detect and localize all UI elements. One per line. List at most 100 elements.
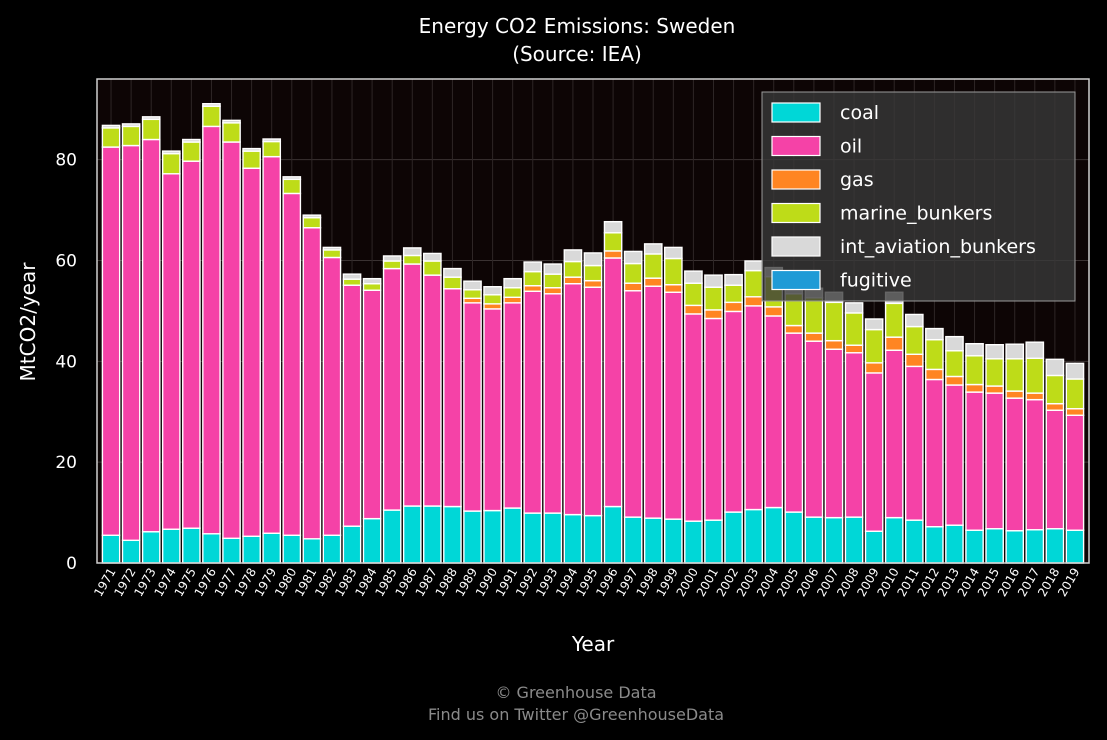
- bar-marine_bunkers-1978: [242, 150, 261, 169]
- bar-oil-1998: [643, 285, 663, 519]
- bar-gas-1995: [583, 279, 603, 288]
- bar-coal-1975: [182, 527, 201, 564]
- bar-gas-2009: [864, 362, 884, 374]
- bar-gas-2016: [1005, 390, 1025, 399]
- bar-oil-1994: [563, 282, 583, 516]
- bar-gas-1992: [523, 285, 543, 292]
- bar-int_aviation_bunkers-1991: [503, 277, 523, 289]
- bar-coal-2006: [804, 516, 824, 564]
- bar-marine_bunkers-1988: [443, 276, 462, 290]
- bar-marine_bunkers-1999: [663, 257, 683, 286]
- bar-oil-1986: [402, 263, 422, 507]
- legend-swatch-gas: [771, 169, 821, 190]
- bar-oil-2003: [744, 305, 763, 511]
- legend-swatch-marine_bunkers: [771, 202, 821, 224]
- bar-coal-1997: [623, 516, 643, 564]
- bar-coal-2016: [1005, 530, 1025, 564]
- bar-oil-2004: [764, 315, 784, 509]
- bar-marine_bunkers-2017: [1025, 357, 1045, 394]
- bar-coal-1996: [603, 505, 623, 564]
- bar-coal-2017: [1025, 529, 1045, 564]
- bar-oil-1982: [322, 256, 342, 536]
- bar-int_aviation_bunkers-1978: [242, 147, 261, 152]
- bar-gas-2000: [684, 304, 703, 315]
- bar-marine_bunkers-1977: [222, 122, 241, 143]
- y-tick-label: 80: [55, 151, 77, 171]
- bar-oil-2007: [824, 348, 844, 519]
- bar-coal-2012: [925, 526, 944, 564]
- bar-oil-2011: [904, 365, 924, 521]
- legend-label-marine_bunkers: marine_bunkers: [840, 203, 992, 225]
- bar-marine_bunkers-1980: [282, 178, 302, 195]
- bar-coal-1979: [262, 532, 282, 564]
- bar-int_aviation_bunkers-1986: [402, 247, 422, 257]
- bar-coal-2003: [744, 508, 763, 564]
- bar-oil-2000: [684, 313, 703, 522]
- bar-gas-2003: [744, 296, 763, 307]
- bar-marine_bunkers-1985: [382, 260, 402, 270]
- bar-oil-1981: [302, 227, 322, 540]
- bar-gas-1994: [563, 276, 583, 285]
- bar-oil-2017: [1025, 398, 1045, 531]
- bar-marine_bunkers-1984: [362, 282, 382, 291]
- bar-coal-2009: [864, 530, 884, 564]
- bar-marine_bunkers-2007: [824, 301, 844, 342]
- bar-gas-2013: [945, 375, 964, 386]
- bar-int_aviation_bunkers-2014: [965, 342, 984, 357]
- bar-marine_bunkers-2001: [704, 286, 723, 311]
- bar-coal-2015: [985, 528, 1004, 564]
- bar-marine_bunkers-1989: [463, 289, 482, 300]
- legend-label-coal: coal: [840, 102, 879, 124]
- bar-gas-2017: [1025, 392, 1045, 401]
- bar-gas-2007: [824, 339, 844, 350]
- bar-marine_bunkers-1996: [603, 232, 623, 252]
- bar-marine_bunkers-1997: [623, 262, 643, 284]
- bar-int_aviation_bunkers-1975: [182, 138, 201, 143]
- bar-marine_bunkers-1998: [643, 253, 663, 279]
- legend-swatch-fugitive: [771, 269, 821, 291]
- bar-coal-2014: [965, 529, 984, 564]
- bar-gas-2019: [1065, 408, 1085, 416]
- bar-int_aviation_bunkers-1981: [302, 214, 322, 219]
- bar-coal-1992: [523, 512, 543, 564]
- bar-coal-2005: [784, 511, 804, 564]
- bar-coal-1989: [463, 510, 482, 564]
- bar-int_aviation_bunkers-2017: [1025, 341, 1045, 360]
- bar-oil-2001: [704, 317, 723, 521]
- bar-coal-1978: [242, 535, 261, 564]
- legend-label-fugitive: fugitive: [840, 270, 912, 292]
- bar-oil-1984: [362, 289, 382, 520]
- bar-int_aviation_bunkers-1971: [101, 124, 121, 129]
- bar-int_aviation_bunkers-2001: [704, 274, 723, 288]
- bar-oil-1972: [121, 144, 141, 542]
- bar-int_aviation_bunkers-1973: [141, 116, 161, 121]
- bar-gas-2008: [844, 344, 864, 354]
- bar-gas-2001: [704, 309, 723, 320]
- bar-marine_bunkers-1991: [503, 287, 523, 299]
- bar-marine_bunkers-1994: [563, 260, 583, 278]
- bar-int_aviation_bunkers-1988: [443, 267, 462, 278]
- bar-gas-2012: [925, 368, 944, 381]
- bar-int_aviation_bunkers-2016: [1005, 343, 1025, 360]
- bar-coal-2002: [724, 511, 743, 564]
- bar-marine_bunkers-2018: [1045, 374, 1065, 405]
- bar-int_aviation_bunkers-1976: [202, 103, 221, 107]
- bar-gas-2004: [764, 306, 784, 317]
- bar-int_aviation_bunkers-1980: [282, 176, 302, 181]
- bar-int_aviation_bunkers-1995: [583, 252, 603, 267]
- bar-oil-1993: [543, 293, 563, 514]
- bar-oil-1989: [463, 302, 482, 512]
- bar-int_aviation_bunkers-2013: [945, 335, 964, 352]
- bar-int_aviation_bunkers-1983: [342, 273, 362, 280]
- bar-coal-2013: [945, 524, 964, 564]
- bar-int_aviation_bunkers-1999: [663, 246, 683, 260]
- bar-oil-2010: [884, 349, 904, 519]
- bar-oil-1991: [503, 302, 523, 509]
- bar-oil-1988: [443, 288, 462, 508]
- bar-marine_bunkers-1993: [543, 273, 563, 289]
- bar-gas-1991: [503, 296, 523, 304]
- bar-oil-2016: [1005, 397, 1025, 532]
- bar-oil-1973: [141, 138, 161, 533]
- bar-coal-1985: [382, 509, 402, 564]
- bar-marine_bunkers-1987: [423, 260, 442, 276]
